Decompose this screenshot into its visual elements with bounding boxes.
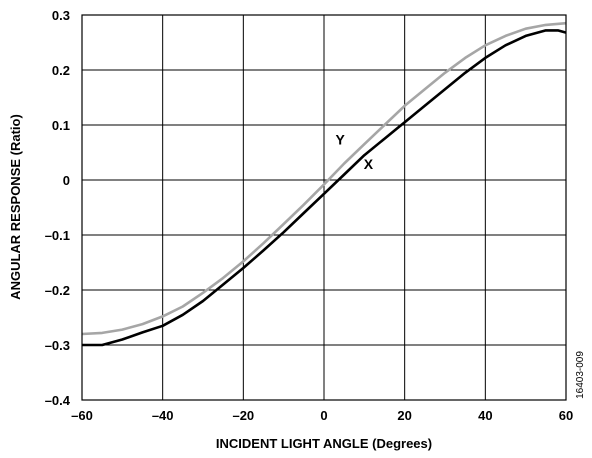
plot-frame (81, 14, 567, 401)
x-tick-label: 60 (559, 408, 573, 423)
x-tick-label: 40 (478, 408, 492, 423)
y-tick-label: –0.2 (45, 283, 70, 298)
series-labels: XY (335, 131, 373, 172)
series-label-x: X (364, 156, 374, 172)
figure-id: 16403-009 (575, 351, 586, 399)
x-tick-label: 20 (397, 408, 411, 423)
series-line-y (81, 21, 567, 336)
x-tick-label: –20 (232, 408, 254, 423)
y-tick-label: 0.2 (52, 63, 70, 78)
x-tick-label: –60 (71, 408, 93, 423)
grid (82, 15, 566, 400)
y-tick-label: 0.1 (52, 118, 70, 133)
x-tick-label: –40 (152, 408, 174, 423)
y-tick-label: –0.3 (45, 338, 70, 353)
y-tick-label: –0.1 (45, 228, 70, 243)
series-label-y: Y (335, 131, 345, 147)
y-tick-label: –0.4 (45, 393, 71, 408)
x-axis-title: INCIDENT LIGHT ANGLE (Degrees) (216, 436, 432, 451)
y-axis-title: ANGULAR RESPONSE (Ratio) (8, 114, 23, 300)
series-lines (81, 21, 567, 347)
y-tick-label: 0.3 (52, 8, 70, 23)
tick-labels: –60 –40 –20 0 20 40 60 –0.4 –0.3 –0.2 –0.1 0 0.1 0.2 0… (45, 8, 574, 423)
x-tick-label: 0 (320, 408, 327, 423)
series-line-x (82, 29, 567, 347)
y-tick-label: 0 (63, 173, 70, 188)
